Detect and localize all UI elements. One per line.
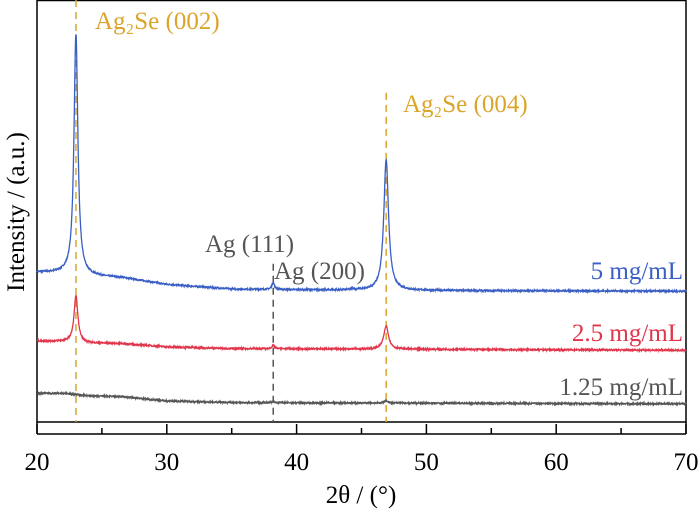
series-line-0 [36, 34, 687, 295]
x-tick-label: 50 [414, 449, 439, 476]
plot-frame [36, 0, 687, 423]
series-label-1-25: 1.25 mg/mL [559, 374, 683, 401]
annotation-ag-200: Ag (200) [274, 258, 365, 285]
series-label-2-5: 2.5 mg/mL [572, 320, 683, 347]
x-tick-label: 60 [544, 449, 569, 476]
y-axis-label: Intensity / (a.u.) [3, 132, 30, 292]
x-tick-label: 20 [25, 449, 50, 476]
annotation-ag2se-002: Ag₂Se (002) [95, 8, 220, 35]
series-line-1 [36, 295, 687, 354]
x-tick-label: 30 [154, 449, 179, 476]
series-label-5: 5 mg/mL [591, 258, 683, 285]
x-tick-label: 70 [674, 449, 699, 476]
annotation-ag-111: Ag (111) [205, 231, 294, 258]
series-line-2 [36, 390, 687, 407]
x-tick-label: 40 [284, 449, 309, 476]
x-axis-label: 2θ / (°) [326, 482, 397, 509]
annotation-ag2se-004: Ag₂Se (004) [403, 91, 528, 118]
